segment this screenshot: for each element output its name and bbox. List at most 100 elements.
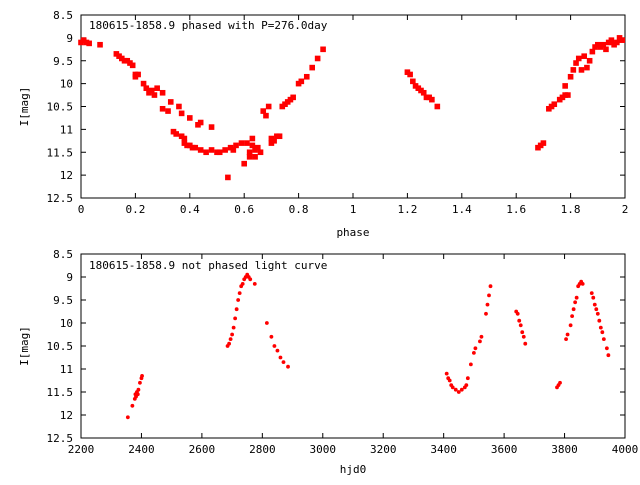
data-point (564, 337, 568, 341)
data-point (240, 282, 245, 286)
data-point (165, 108, 171, 114)
x-tick-label: 2 (622, 203, 629, 216)
data-point (249, 135, 256, 142)
data-point (518, 323, 523, 328)
data-point (227, 341, 231, 346)
data-point (464, 383, 469, 387)
x-tick-label: 0.4 (180, 203, 200, 216)
x-tick-label: 3400 (430, 443, 457, 456)
data-point (192, 144, 199, 151)
x-tick-label: 3800 (551, 443, 578, 456)
data-point (271, 138, 277, 144)
data-point (167, 99, 174, 105)
data-point (484, 311, 488, 316)
data-point (614, 39, 620, 46)
chart-title: 180615-1858.9 phased with P=276.0day (89, 19, 328, 32)
x-tick-label: 1.4 (452, 203, 472, 216)
data-point (234, 307, 239, 312)
data-point (459, 387, 464, 392)
data-point (264, 321, 269, 325)
data-point (278, 355, 283, 360)
data-point (154, 85, 160, 91)
data-point (129, 62, 136, 69)
data-point (187, 115, 193, 121)
data-point (97, 41, 103, 48)
data-point (230, 147, 237, 153)
data-point (479, 334, 484, 339)
data-point (604, 346, 609, 351)
data-point (281, 360, 286, 364)
data-point (208, 124, 215, 130)
plot-frame (80, 253, 626, 439)
data-point (86, 40, 92, 47)
data-point (276, 133, 283, 140)
data-point (601, 337, 606, 341)
data-point (290, 94, 296, 101)
data-point (244, 140, 250, 146)
data-point (515, 311, 520, 316)
x-tick-label: 0.8 (289, 203, 309, 216)
data-point (216, 149, 223, 156)
y-tick-label: 10 (60, 317, 73, 330)
data-point (260, 108, 267, 114)
data-point (521, 334, 526, 339)
data-point (314, 55, 321, 62)
data-point (241, 160, 247, 167)
data-point (562, 83, 568, 89)
data-point (578, 67, 585, 73)
x-tick-label: 1.6 (506, 203, 526, 216)
data-point (246, 154, 253, 160)
data-point (488, 284, 493, 289)
data-point (203, 149, 209, 156)
data-point (450, 385, 455, 390)
data-point (252, 154, 258, 160)
data-point (225, 174, 231, 181)
y-tick-label: 11.5 (47, 386, 74, 399)
x-tick-label: 1 (350, 203, 357, 216)
data-point (434, 103, 441, 110)
data-point (591, 295, 596, 300)
y-tick-label: 9 (66, 271, 73, 284)
data-point (586, 57, 593, 64)
data-point (598, 325, 603, 330)
data-point (178, 110, 185, 117)
data-point (453, 387, 458, 392)
y-tick-label: 8.5 (53, 248, 73, 261)
data-point (471, 351, 476, 355)
data-point (603, 46, 609, 53)
data-point (140, 80, 147, 87)
data-point (523, 341, 528, 346)
x-tick-label: 0.2 (125, 203, 145, 216)
y-tick-label: 11.5 (47, 146, 74, 159)
y-tick-label: 10.5 (47, 340, 74, 353)
data-point (410, 78, 416, 85)
data-point (465, 376, 470, 381)
y-tick-label: 8.5 (53, 9, 73, 22)
data-point (558, 380, 562, 385)
data-point (269, 334, 274, 339)
y-axis-label: I[mag] (18, 326, 31, 366)
y-tick-label: 9 (66, 32, 73, 45)
data-point (248, 277, 253, 282)
data-point (257, 149, 264, 156)
x-tick-label: 2600 (189, 443, 216, 456)
y-tick-label: 9.5 (53, 294, 73, 307)
data-point (589, 291, 594, 295)
data-point (231, 325, 236, 330)
data-point (138, 380, 142, 385)
data-point (485, 302, 490, 307)
x-tick-label: 3600 (491, 443, 518, 456)
data-point (608, 37, 615, 43)
data-point (456, 390, 461, 394)
data-point (208, 147, 215, 153)
y-tick-label: 10.5 (47, 101, 74, 114)
data-point (159, 105, 166, 112)
x-axis-label: hjd0 (340, 463, 367, 476)
data-point (517, 318, 522, 323)
data-point (135, 392, 140, 397)
data-point (151, 92, 158, 98)
data-point (135, 71, 141, 78)
data-point (584, 64, 590, 71)
data-point (420, 89, 427, 96)
data-point (580, 282, 585, 286)
